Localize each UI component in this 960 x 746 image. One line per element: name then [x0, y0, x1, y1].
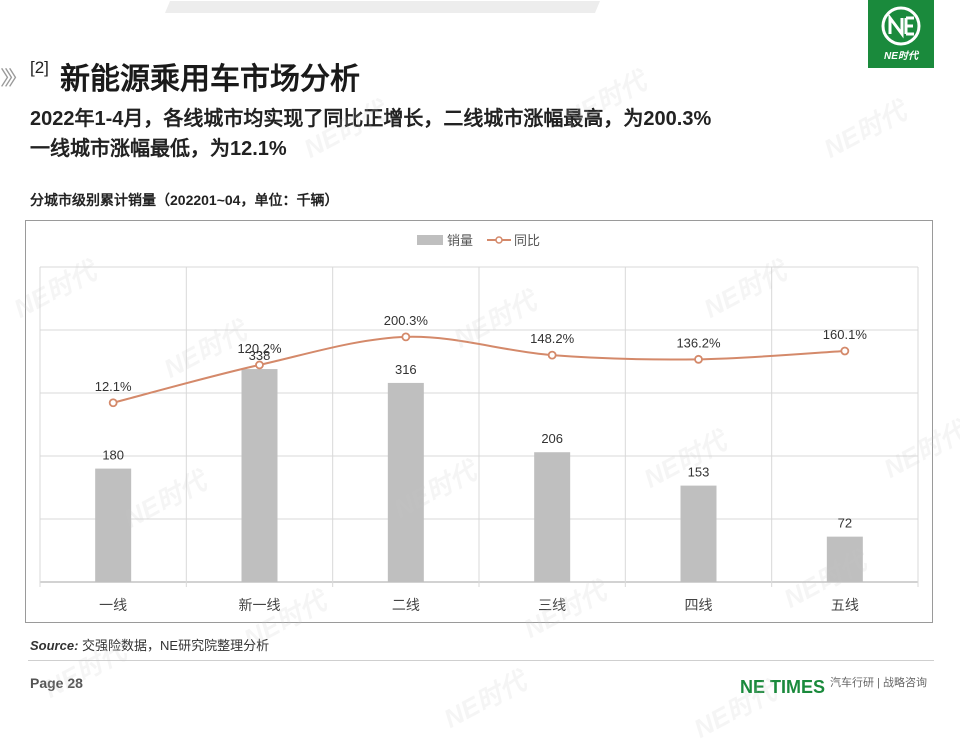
legend-label-yoy: 同比	[514, 233, 540, 248]
sales-chart: 180 338 316 206 153 72 12.1% 120.2% 200.3% 148.2%…	[39, 233, 919, 613]
yoy-point-三线	[547, 350, 557, 360]
chart-frame	[25, 220, 933, 623]
yoy-value-label: 136.2%	[676, 335, 721, 350]
yoy-value-label: 12.1%	[95, 379, 132, 394]
category-label: 三线	[538, 597, 566, 613]
chevron-decoration-icon: 〉〉〉	[0, 68, 28, 90]
yoy-point-五线	[840, 346, 850, 356]
category-label: 一线	[99, 597, 127, 613]
brand-logo: NE时代	[868, 0, 934, 68]
bar-value-label: 206	[541, 431, 563, 446]
yoy-value-label: 120.2%	[237, 341, 282, 356]
watermark-logo: NE时代	[688, 675, 781, 744]
legend-swatch-sales	[417, 235, 443, 245]
yoy-point-四线	[694, 354, 703, 364]
source-label: Source:	[30, 638, 79, 653]
top-decoration-bar	[0, 0, 600, 13]
yoy-point-一线	[108, 398, 118, 408]
source-note: Source: 交强险数据，NE研究院整理分析	[30, 635, 269, 654]
logo-text: NE时代	[884, 51, 918, 62]
yoy-point-二线	[401, 332, 411, 342]
source-text: 交强险数据，NE研究院整理分析	[82, 638, 270, 653]
headline-line-1: 2022年1-4月，各线城市均实现了同比正增长，二线城市涨幅最高，为200.3%	[30, 108, 712, 130]
yoy-value-label: 160.1%	[823, 327, 868, 342]
bar-四线	[680, 485, 717, 582]
yoy-line	[112, 335, 845, 404]
chart-caption: 分城市级别累计销量（202201~04，单位：千辆）	[30, 192, 339, 208]
bar-value-label: 316	[395, 362, 417, 377]
yoy-value-label: 200.3%	[384, 313, 429, 328]
section-tag: [2]	[30, 58, 49, 77]
logo-emblem-icon	[881, 6, 921, 46]
legend-marker-yoy	[495, 236, 503, 244]
bar-value-label: 153	[688, 465, 710, 480]
category-label: 四线	[685, 597, 713, 613]
legend-label-sales: 销量	[447, 233, 473, 248]
category-label: 五线	[831, 597, 859, 613]
page-title: 新能源乘用车市场分析	[60, 63, 360, 96]
yoy-value-label: 148.2%	[530, 331, 575, 346]
bar-value-label: 338	[249, 348, 271, 363]
watermark-logo: NE时代	[438, 665, 531, 734]
bar-value-label: 72	[838, 516, 852, 531]
bar-一线	[95, 468, 132, 582]
bar-五线	[826, 536, 863, 582]
category-label: 二线	[392, 597, 420, 613]
category-label: 新一线	[239, 597, 281, 613]
footer-brand: NE TIMES	[740, 677, 826, 697]
headline: 2022年1-4月，各线城市均实现了同比正增长，二线城市涨幅最高，为200.3%…	[30, 104, 910, 164]
yoy-point-新一线	[255, 360, 264, 370]
bar-value-label: 180	[102, 448, 124, 463]
page-number: Page 28	[30, 675, 83, 691]
bar-三线	[534, 452, 571, 582]
bar-二线	[387, 382, 424, 582]
footer-divider	[28, 660, 934, 661]
headline-line-2: 一线城市涨幅最低，为12.1%	[30, 138, 287, 160]
bar-新一线	[241, 369, 278, 582]
footer-tagline: 汽车行研 | 战略咨询	[830, 677, 927, 689]
